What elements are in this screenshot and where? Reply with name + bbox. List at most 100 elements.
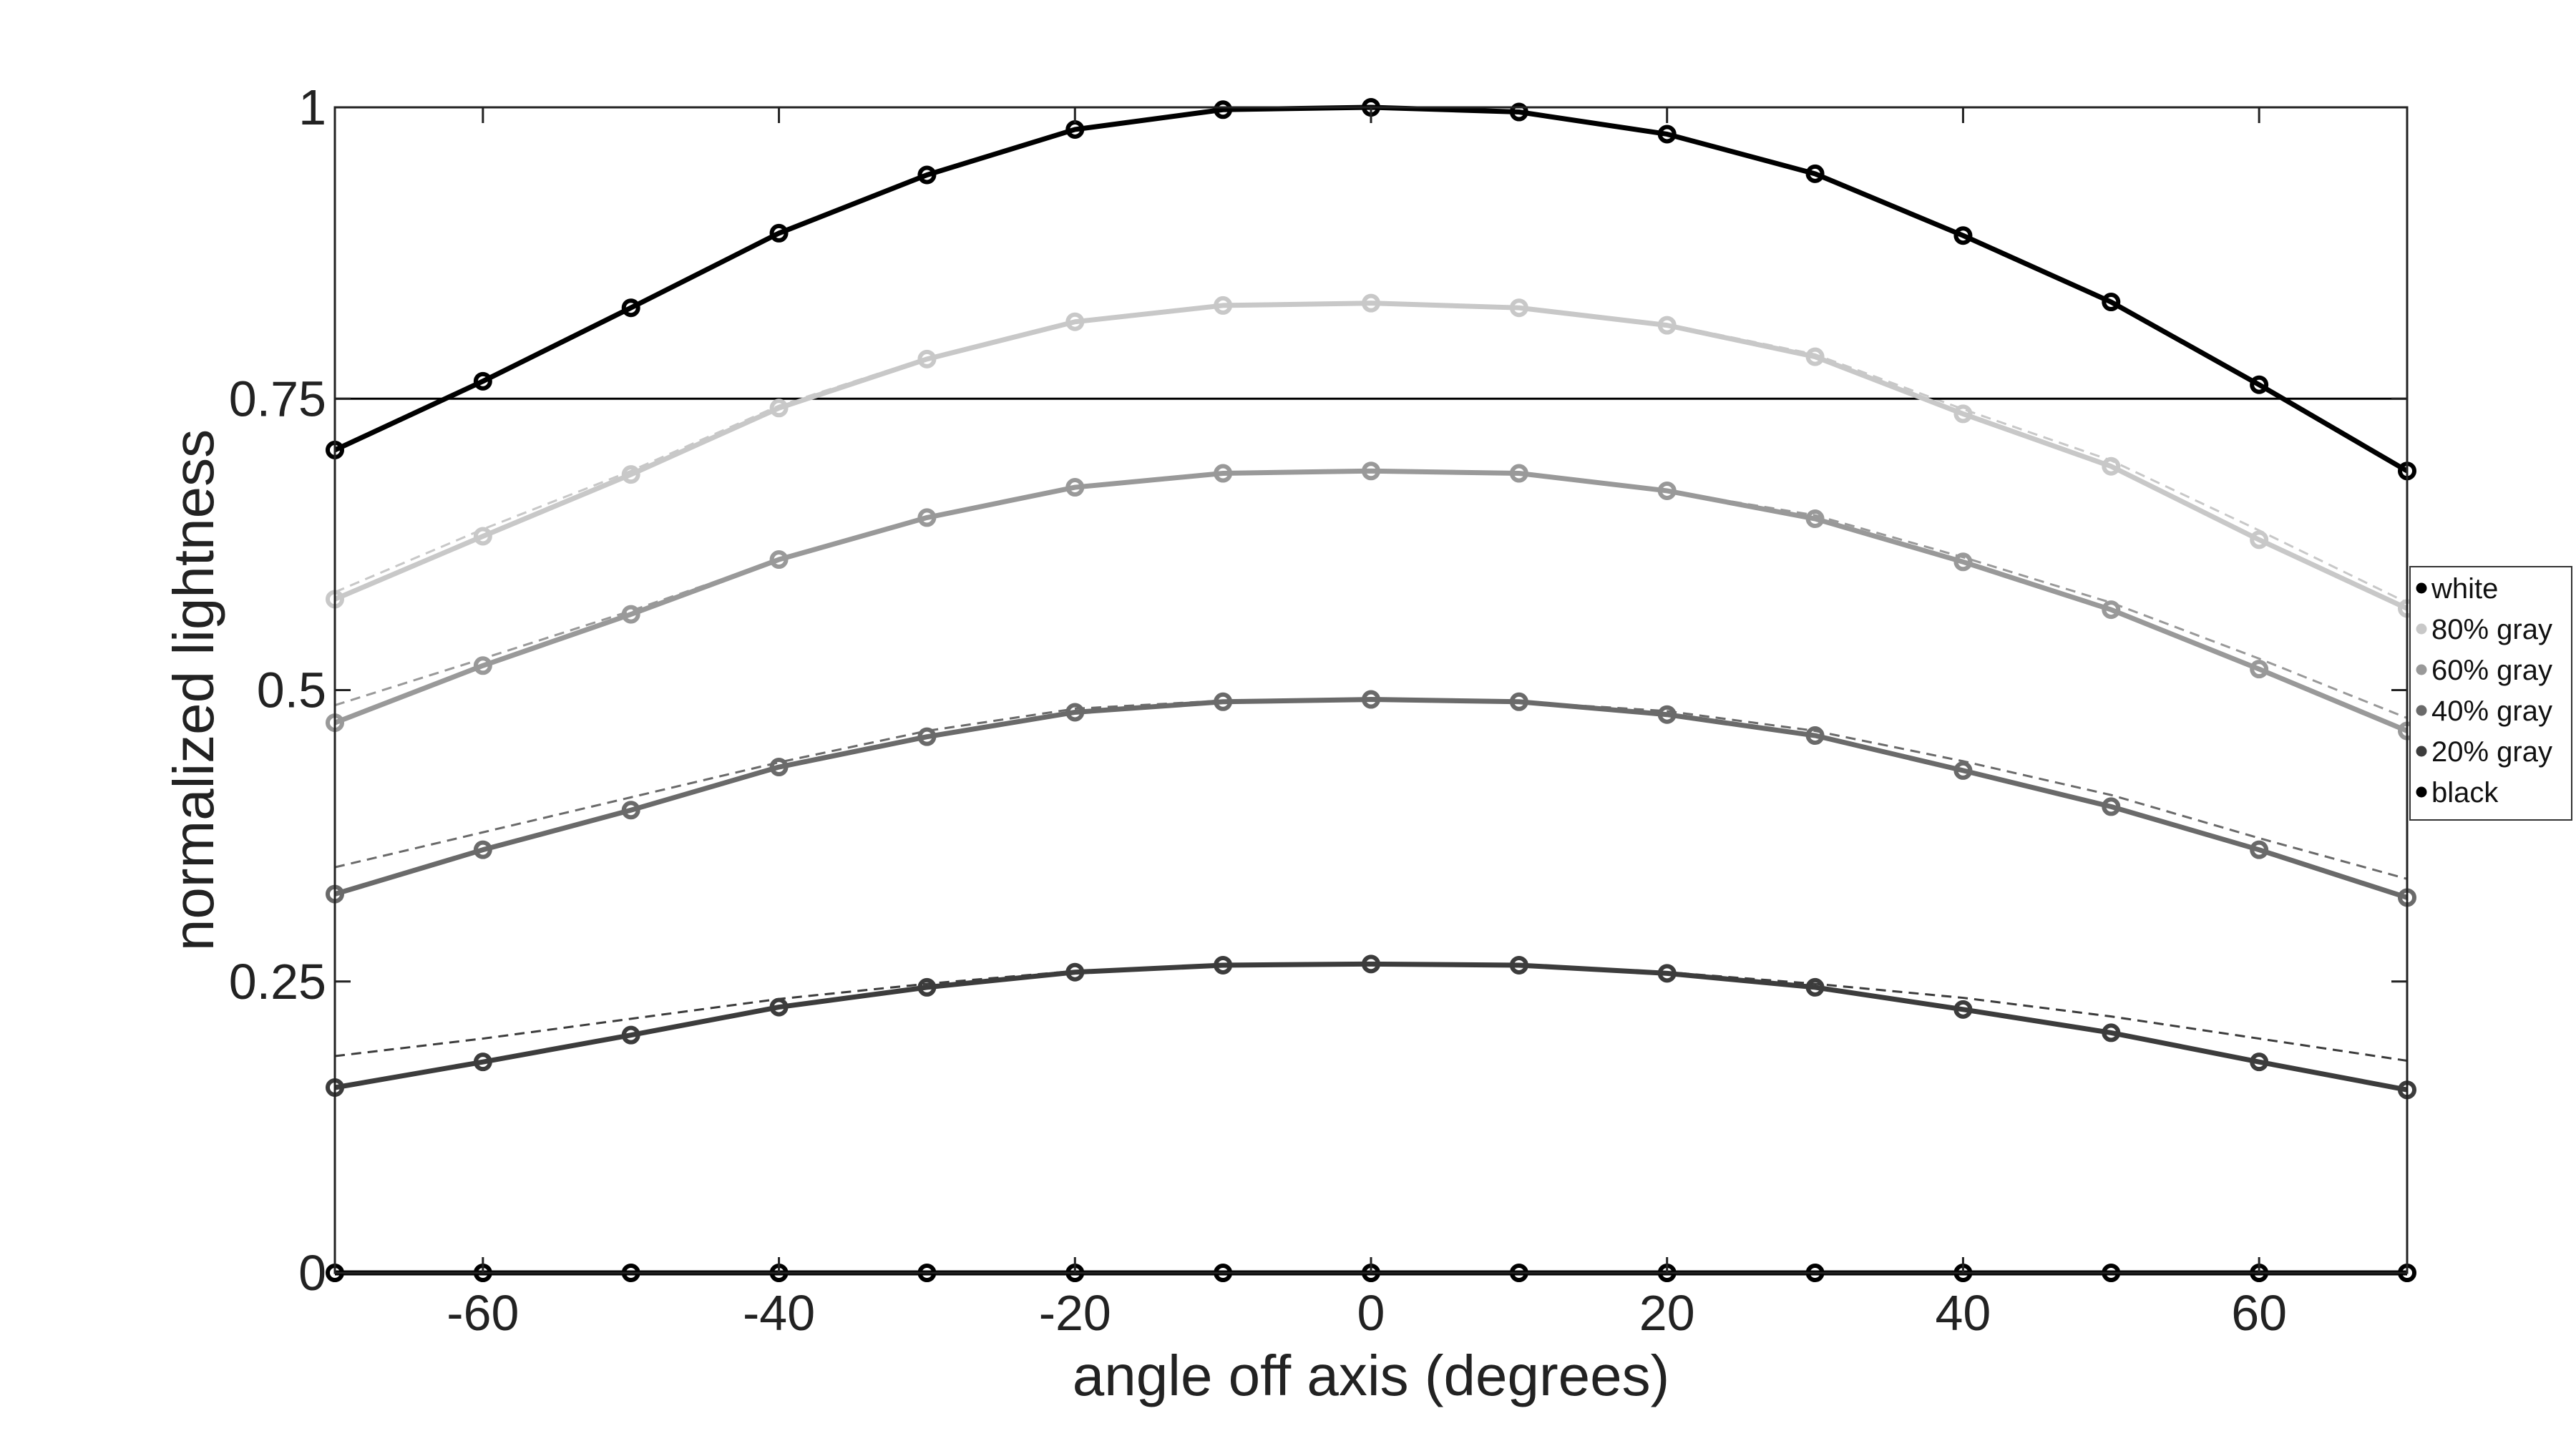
y-tick-label: 0.25 bbox=[229, 954, 326, 1010]
data-point-80-gray bbox=[769, 399, 789, 418]
data-point-80-gray bbox=[2102, 456, 2121, 476]
data-point-white bbox=[2102, 293, 2121, 312]
data-point-80-gray bbox=[1509, 298, 1528, 318]
data-point-40-gray bbox=[621, 801, 640, 820]
data-point-40-gray bbox=[473, 840, 492, 859]
data-point-60-gray bbox=[2250, 660, 2269, 679]
reference-curve-80-gray bbox=[334, 302, 2408, 604]
data-point-40-gray bbox=[2250, 840, 2269, 859]
data-point-white bbox=[621, 298, 640, 318]
x-tick-label: -40 bbox=[743, 1285, 815, 1341]
data-point-60-gray bbox=[1657, 481, 1677, 500]
series-60-gray bbox=[326, 461, 2416, 741]
y-tick-label: 0 bbox=[298, 1245, 326, 1301]
data-point-40-gray bbox=[1362, 690, 1380, 709]
legend-box bbox=[2409, 566, 2572, 821]
data-point-40-gray bbox=[769, 758, 789, 777]
legend-label-80-gray: 80% gray bbox=[2431, 614, 2552, 645]
legend-marker-60-gray bbox=[2416, 664, 2427, 675]
data-point-60-gray bbox=[2102, 600, 2121, 620]
series-line-20-gray bbox=[334, 961, 2408, 1093]
y-tick-label: 0.5 bbox=[257, 663, 326, 718]
series-group bbox=[326, 98, 2416, 1282]
legend-label-60-gray: 60% gray bbox=[2431, 655, 2552, 686]
reference-curve-40-gray bbox=[334, 698, 2408, 880]
x-tick-label: -20 bbox=[1039, 1285, 1111, 1341]
legend-marker-black bbox=[2416, 786, 2427, 798]
data-point-20-gray bbox=[1953, 1000, 1973, 1019]
data-point-60-gray bbox=[473, 656, 492, 675]
data-point-40-gray bbox=[917, 727, 937, 746]
legend-label-white: white bbox=[2431, 573, 2498, 605]
data-point-80-gray bbox=[1805, 347, 1825, 366]
x-tick-label: 20 bbox=[1639, 1285, 1695, 1341]
data-point-white bbox=[1657, 124, 1677, 144]
data-point-80-gray bbox=[621, 465, 640, 484]
data-point-60-gray bbox=[1953, 552, 1973, 572]
legend-label-20-gray: 20% gray bbox=[2431, 736, 2552, 768]
data-point-20-gray bbox=[473, 1053, 492, 1072]
legend: white 80% gray 60% gray 40% gray 20% gray bla… bbox=[2409, 566, 2572, 821]
axis-ticks bbox=[335, 106, 2407, 1274]
data-point-20-gray bbox=[917, 977, 937, 997]
data-point-80-gray bbox=[917, 349, 937, 368]
data-point-60-gray bbox=[917, 508, 937, 527]
series-line-60-gray bbox=[333, 468, 2409, 733]
data-point-20-gray bbox=[1362, 954, 1380, 974]
series-white bbox=[326, 98, 2416, 481]
data-point-40-gray bbox=[1805, 726, 1825, 746]
x-tick-label: -60 bbox=[447, 1285, 519, 1341]
series-20-gray bbox=[326, 954, 2416, 1100]
series-line-white bbox=[333, 104, 2409, 474]
data-point-40-gray bbox=[2102, 797, 2121, 816]
y-axis-label: normalized lightness bbox=[162, 429, 225, 951]
data-point-80-gray bbox=[1065, 312, 1085, 331]
data-point-80-gray bbox=[1657, 316, 1677, 335]
legend-marker-80-gray bbox=[2416, 623, 2427, 635]
data-point-60-gray bbox=[1065, 478, 1085, 497]
data-point-60-gray bbox=[1214, 464, 1233, 483]
data-point-20-gray bbox=[621, 1025, 640, 1045]
legend-marker-40-gray bbox=[2416, 705, 2427, 716]
data-point-80-gray bbox=[473, 527, 492, 546]
y-tick-label: 0.75 bbox=[229, 371, 326, 426]
data-point-80-gray bbox=[2250, 530, 2269, 550]
legend-label-40-gray: 40% gray bbox=[2431, 695, 2552, 727]
reference-curve-60-gray bbox=[334, 469, 2408, 719]
tick-labels: -60 -40 -20 0 20 40 60 0 0.25 0.5 0.75 1 bbox=[229, 79, 2287, 1341]
data-point-20-gray bbox=[1509, 955, 1528, 975]
data-point-60-gray bbox=[621, 605, 640, 624]
data-point-20-gray bbox=[2102, 1023, 2121, 1042]
data-point-white bbox=[1509, 102, 1528, 122]
reference-curve-20-gray bbox=[334, 962, 2408, 1063]
data-point-20-gray bbox=[1214, 955, 1233, 975]
data-point-20-gray bbox=[769, 997, 789, 1017]
legend-marker-20-gray bbox=[2416, 746, 2427, 757]
data-point-80-gray bbox=[1214, 296, 1233, 315]
data-point-60-gray bbox=[769, 550, 789, 570]
legend-label-black: black bbox=[2431, 777, 2499, 809]
data-point-40-gray bbox=[1214, 692, 1233, 711]
x-axis-label: angle off axis (degrees) bbox=[1073, 1344, 1670, 1407]
data-point-white bbox=[769, 223, 789, 243]
data-point-40-gray bbox=[1065, 703, 1085, 722]
x-tick-label: 0 bbox=[1357, 1285, 1385, 1341]
data-point-white bbox=[473, 371, 492, 391]
data-point-white bbox=[1953, 226, 1973, 245]
data-point-20-gray bbox=[1657, 964, 1677, 983]
data-point-40-gray bbox=[1657, 705, 1677, 724]
data-point-20-gray bbox=[1805, 977, 1825, 997]
legend-marker-white bbox=[2416, 582, 2427, 594]
y-tick-label: 1 bbox=[298, 79, 326, 135]
data-point-white bbox=[1214, 100, 1233, 119]
x-tick-label: 40 bbox=[1935, 1285, 1991, 1341]
data-point-40-gray bbox=[1953, 761, 1973, 780]
data-point-20-gray bbox=[2250, 1053, 2269, 1072]
reference-curves bbox=[334, 302, 2408, 1063]
series-line-40-gray bbox=[333, 697, 2409, 900]
series-line-80-gray bbox=[333, 301, 2409, 611]
x-tick-label: 60 bbox=[2231, 1285, 2287, 1341]
data-point-white bbox=[917, 165, 937, 185]
data-point-20-gray bbox=[1065, 962, 1085, 982]
